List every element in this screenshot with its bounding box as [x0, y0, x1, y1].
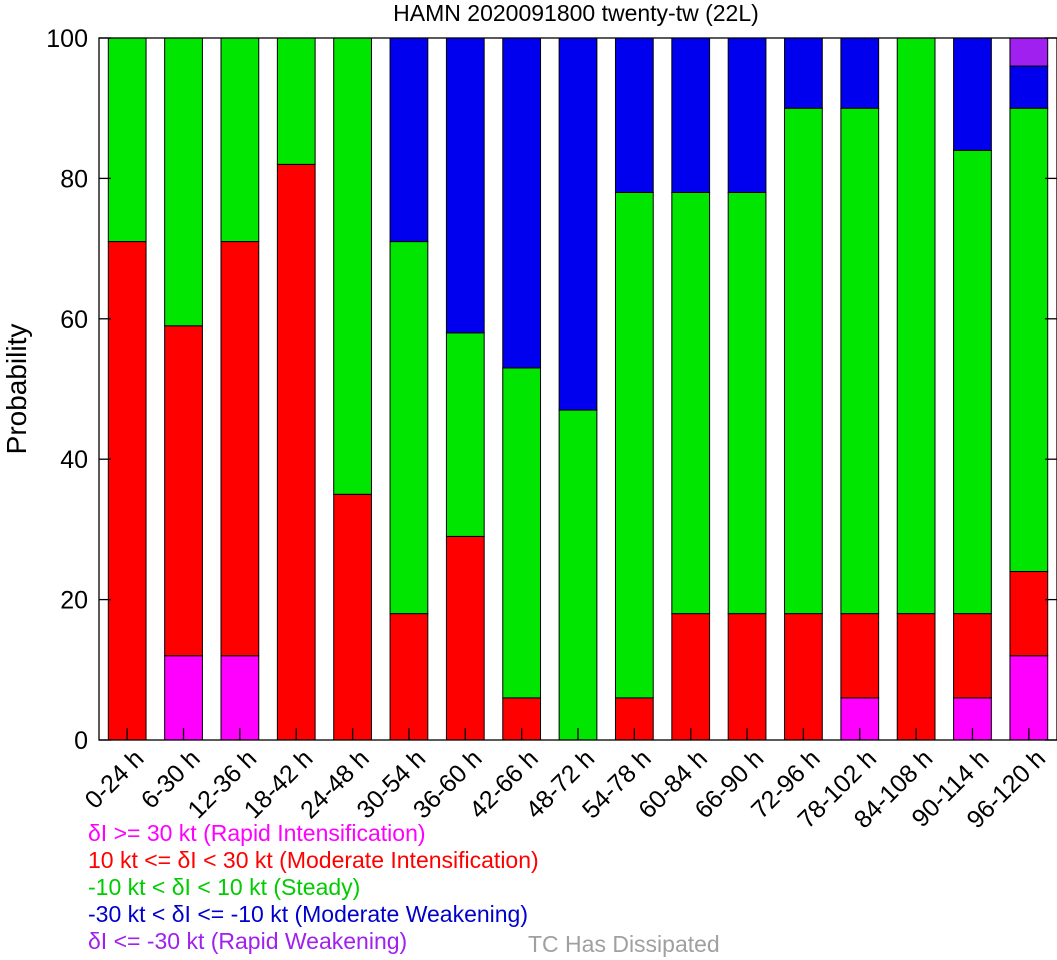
bars-group: [107, 37, 1049, 741]
legend-item-moderate-intensification: 10 kt <= δI < 30 kt (Moderate Intensific…: [88, 847, 539, 873]
legend-item-rapid-intensification: δI >= 30 kt (Rapid Intensification): [88, 820, 426, 846]
bar-segment-6-30h-series-1: [164, 325, 203, 657]
bar-segment-72-96h-series-2: [784, 107, 823, 615]
bar-segment-90-114h-series-2: [953, 149, 992, 615]
bar-segment-0-24h-series-1: [107, 241, 147, 741]
bar-segment-66-90h-series-3: [727, 37, 767, 193]
tc-dissipated-note: TC Has Dissipated: [528, 931, 720, 957]
bar-segment-96-120h-series-4: [1009, 37, 1049, 67]
bar-segment-0-24h-series-2: [107, 37, 147, 243]
bar-segment-84-108h-series-1: [896, 613, 936, 741]
bar-segment-78-102h-series-2: [840, 107, 880, 615]
bar-segment-78-102h-series-1: [840, 613, 880, 699]
bar-segment-48-72h-series-2: [558, 409, 598, 741]
bar-segment-12-36h-series-0: [220, 655, 260, 741]
y-tick-label-80: 80: [60, 165, 88, 193]
bar-segment-12-36h-series-2: [220, 37, 260, 243]
y-axis: 0 20 40 60 80 100: [46, 25, 1057, 755]
bar-segment-96-120h-series-3: [1009, 65, 1049, 109]
bar-segment-36-60h-series-3: [445, 37, 485, 334]
bar-segment-66-90h-series-2: [727, 191, 767, 615]
bar-segment-36-60h-series-2: [445, 332, 485, 537]
y-tick-label-40: 40: [60, 446, 88, 474]
bar-segment-90-114h-series-1: [953, 613, 992, 699]
bar-segment-48-72h-series-3: [558, 37, 598, 411]
bar-segment-96-120h-series-1: [1009, 571, 1049, 657]
bar-segment-24-48h-series-2: [333, 37, 372, 495]
bar-segment-84-108h-series-2: [896, 37, 936, 615]
bar-segment-72-96h-series-3: [784, 37, 823, 109]
bar-segment-30-54h-series-2: [389, 241, 429, 615]
x-axis: 0-24 h6-30 h12-36 h18-42 h24-48 h30-54 h…: [80, 728, 1051, 834]
bar-segment-72-96h-series-1: [784, 613, 823, 741]
chart-title: HAMN 2020091800 twenty-tw (22L): [393, 0, 759, 26]
bar-segment-6-30h-series-2: [164, 37, 203, 327]
legend-item-steady: -10 kt < δI < 10 kt (Steady): [88, 874, 361, 900]
y-tick-label-20: 20: [60, 587, 88, 615]
bar-segment-54-78h-series-3: [614, 37, 654, 193]
bar-segment-96-120h-series-0: [1009, 655, 1049, 741]
bar-segment-42-66h-series-3: [502, 37, 542, 369]
legend-item-rapid-weakening: δI <= -30 kt (Rapid Weakening): [88, 928, 408, 954]
bar-segment-18-42h-series-2: [276, 37, 316, 165]
legend-item-moderate-weakening: -30 kt < δI <= -10 kt (Moderate Weakenin…: [88, 901, 529, 927]
bar-segment-54-78h-series-2: [614, 191, 654, 699]
bar-segment-30-54h-series-1: [389, 613, 429, 741]
bar-segment-78-102h-series-3: [840, 37, 880, 109]
bar-segment-36-60h-series-1: [445, 535, 485, 741]
bar-segment-60-84h-series-2: [671, 191, 711, 615]
y-tick-label-0: 0: [74, 727, 88, 755]
bar-segment-96-120h-series-2: [1009, 107, 1049, 573]
x-tick-label-0: 0-24 h: [80, 744, 150, 814]
bar-segment-6-30h-series-0: [164, 655, 203, 741]
y-axis-label: Probability: [1, 324, 32, 455]
y-tick-label-60: 60: [60, 306, 88, 334]
y-tick-label-100: 100: [46, 25, 88, 53]
bar-segment-90-114h-series-3: [953, 37, 992, 151]
bar-segment-30-54h-series-3: [389, 37, 429, 243]
bar-segment-66-90h-series-1: [727, 613, 767, 741]
bar-segment-18-42h-series-1: [276, 163, 316, 741]
bar-segment-24-48h-series-1: [333, 493, 372, 741]
legend: δI >= 30 kt (Rapid Intensification) 10 k…: [88, 820, 539, 955]
bar-segment-12-36h-series-1: [220, 241, 260, 657]
bar-segment-60-84h-series-3: [671, 37, 711, 193]
bar-segment-60-84h-series-1: [671, 613, 711, 741]
bar-segment-42-66h-series-2: [502, 367, 542, 699]
